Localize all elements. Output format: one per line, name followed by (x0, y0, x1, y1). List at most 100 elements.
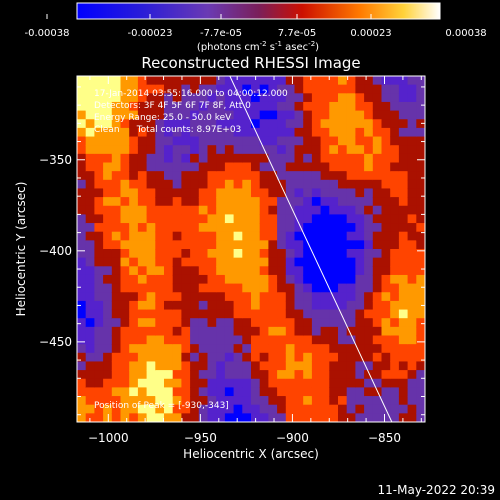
heatmap-cell (294, 214, 304, 224)
heatmap-cell (277, 370, 287, 380)
heatmap-cell (398, 249, 409, 259)
heatmap-cell (120, 274, 130, 285)
heatmap-cell (355, 404, 365, 414)
heatmap-cell (311, 326, 322, 337)
heatmap-cell (103, 404, 113, 414)
heatmap-cell (390, 300, 400, 311)
heatmap-cell (251, 309, 261, 319)
heatmap-cell (94, 283, 104, 293)
heatmap-cell (111, 404, 122, 414)
heatmap-cell (390, 352, 400, 363)
heatmap-cell (207, 378, 217, 388)
heatmap-cell (137, 76, 148, 86)
heatmap-cell (346, 292, 356, 302)
heatmap-cell (320, 309, 330, 319)
heatmap-cell (216, 214, 226, 224)
heatmap-cell (398, 179, 409, 190)
heatmap-cell (277, 326, 287, 337)
heatmap-cell (390, 127, 400, 138)
heatmap-cell (285, 188, 296, 198)
heatmap-cell (329, 101, 339, 112)
heatmap-cell (103, 231, 113, 241)
heatmap-cell (233, 110, 243, 120)
heatmap-cell (268, 171, 278, 181)
heatmap-cell (146, 378, 156, 388)
heatmap-cell (155, 223, 165, 233)
heatmap-cell (224, 214, 235, 224)
heatmap-cell (85, 214, 95, 224)
heatmap-cell (416, 127, 425, 138)
heatmap-cell (233, 240, 243, 250)
heatmap-cell (346, 326, 356, 337)
heatmap-cell (224, 300, 235, 311)
heatmap-cell (355, 413, 365, 422)
heatmap-cell (398, 292, 409, 302)
heatmap-cell (277, 300, 287, 311)
heatmap-cell (346, 231, 356, 241)
heatmap-cell (103, 249, 113, 259)
heatmap-cell (85, 153, 95, 164)
heatmap-cell (285, 240, 296, 250)
heatmap-cell (181, 93, 191, 103)
heatmap-cell (137, 240, 148, 250)
heatmap-cell (346, 283, 356, 293)
heatmap-cell (146, 136, 156, 146)
heatmap-cell (390, 188, 400, 198)
heatmap-cell (381, 257, 391, 267)
heatmap-cell (390, 326, 400, 337)
heatmap-cell (181, 127, 191, 138)
heatmap-cell (190, 292, 200, 302)
heatmap-cell (398, 326, 409, 337)
heatmap-cell (268, 413, 278, 422)
heatmap-cell (198, 223, 209, 233)
heatmap-cell (381, 396, 391, 406)
heatmap-cell (77, 93, 87, 103)
heatmap-cell (103, 153, 113, 164)
heatmap-cell (355, 387, 365, 397)
heatmap-cell (277, 179, 287, 190)
heatmap-cell (364, 162, 374, 172)
heatmap-cell (224, 188, 235, 198)
heatmap-cell (216, 413, 226, 422)
heatmap-cell (407, 292, 417, 302)
heatmap-cell (355, 378, 365, 388)
heatmap-cell (268, 274, 278, 285)
heatmap-cell (146, 318, 156, 328)
heatmap-cell (103, 205, 113, 215)
heatmap-cell (338, 344, 348, 354)
heatmap-cell (242, 274, 252, 285)
heatmap-cell (207, 101, 217, 112)
heatmap-cell (111, 240, 122, 250)
heatmap-cell (294, 240, 304, 250)
heatmap-cell (242, 127, 252, 138)
heatmap-cell (207, 413, 217, 422)
heatmap-cell (146, 145, 156, 155)
heatmap-cell (285, 344, 296, 354)
heatmap-cell (338, 413, 348, 422)
heatmap-cell (172, 335, 182, 345)
heatmap-cell (398, 240, 409, 250)
heatmap-cell (277, 361, 287, 371)
heatmap-cell (216, 300, 226, 311)
heatmap-cell (329, 361, 339, 371)
heatmap-cell (355, 214, 365, 224)
heatmap-cell (190, 396, 200, 406)
heatmap-cell (207, 223, 217, 233)
heatmap-cell (120, 404, 130, 414)
heatmap-cell (338, 257, 348, 267)
heatmap-cell (164, 257, 174, 267)
heatmap-cell (198, 197, 209, 207)
heatmap-cell (311, 361, 322, 371)
heatmap-cell (129, 257, 139, 267)
heatmap-cell (146, 171, 156, 181)
heatmap-cell (251, 274, 261, 285)
heatmap-cell (164, 84, 174, 94)
heatmap-cell (233, 93, 243, 103)
heatmap-cell (146, 240, 156, 250)
heatmap-cell (129, 378, 139, 388)
heatmap-cell (372, 84, 383, 94)
heatmap-cell (320, 214, 330, 224)
heatmap-cell (372, 145, 383, 155)
heatmap-cell (190, 352, 200, 363)
heatmap-cell (303, 361, 313, 371)
